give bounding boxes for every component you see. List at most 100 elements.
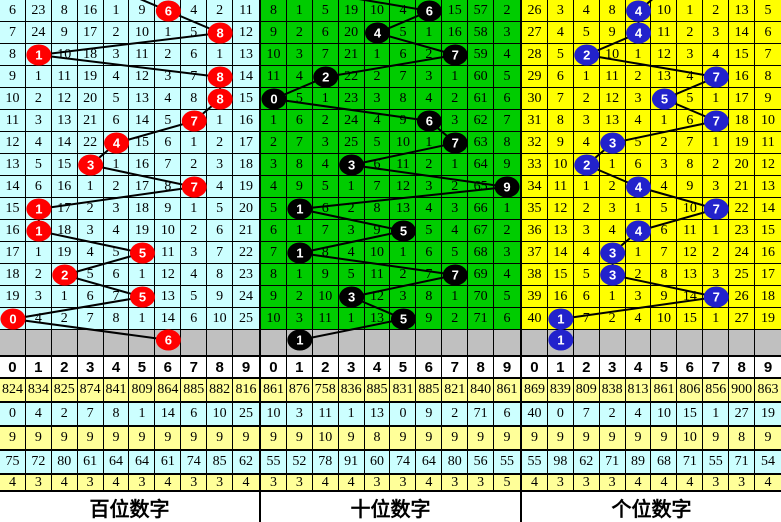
digit-grid: 8 1 5 19 10 4 15 57 2 9 2 6 20 5 1 16 58 3 10 3 7 21 1 6 2 59 4 11 4…: [261, 0, 520, 330]
column-header: 8: [468, 357, 495, 377]
stat-cell: 74: [390, 451, 417, 473]
stat-cell: 54: [761, 454, 776, 469]
miss-cell: 6: [494, 308, 520, 330]
miss-cell: 24: [25, 22, 52, 44]
miss-cell: 7: [155, 154, 182, 176]
miss-cell: 11: [755, 132, 781, 154]
miss-cell: 3: [364, 88, 391, 110]
miss-cell: 9: [261, 22, 287, 44]
pending-cell: [729, 330, 756, 355]
digit-grid: 26 3 4 8 10 1 2 13 5 27 4 5 9 11 2 3 14 6 28 5 10 1 12 3 4 15 7 29 6…: [522, 0, 781, 330]
column-header: 9: [241, 358, 251, 376]
miss-cell: [547, 308, 574, 330]
pending-cell: [677, 330, 704, 355]
miss-cell: 8: [286, 154, 313, 176]
stat-cell: 10: [313, 427, 339, 449]
miss-cell: 2: [312, 110, 339, 132]
stat-cell: 864: [155, 379, 182, 401]
miss-cell: 2: [625, 66, 652, 88]
stat-cell: 9: [468, 427, 495, 449]
miss-cell: 24: [729, 242, 756, 264]
miss-cell: 3: [573, 220, 600, 242]
stat-cell: 758: [313, 379, 339, 401]
miss-cell: [286, 242, 313, 264]
stat-cell: 2: [600, 403, 626, 425]
miss-cell: 27: [729, 308, 756, 330]
miss-cell: 12: [233, 22, 259, 44]
miss-cell: 5: [416, 220, 443, 242]
stat-cell: 52: [287, 451, 313, 473]
miss-cell: 17: [129, 176, 156, 198]
stat-cell: 98: [548, 451, 574, 473]
miss-cell: 10: [51, 44, 78, 66]
miss-cell: [338, 286, 365, 308]
miss-cell: 3: [338, 220, 365, 242]
miss-cell: 15: [51, 154, 78, 176]
miss-cell: [155, 0, 182, 22]
miss-cell: 9: [755, 88, 781, 110]
miss-cell: 12: [390, 176, 417, 198]
miss-cell: 1: [442, 66, 469, 88]
stat-cell: 3: [729, 475, 756, 490]
miss-cell: 3: [312, 132, 339, 154]
column-header: 2: [313, 357, 339, 377]
miss-cell: 2: [703, 242, 730, 264]
miss-cell: 4: [261, 176, 287, 198]
miss-cell: [286, 198, 313, 220]
pending-cell: [390, 330, 417, 355]
stat-cell: 3: [548, 475, 574, 490]
stats-row-1: 824 834 825 874 841 809 864 885 882 816: [0, 379, 259, 403]
miss-cell: 1: [442, 286, 469, 308]
pending-row: [261, 330, 520, 355]
miss-cell: 11: [129, 44, 156, 66]
miss-cell: 6: [755, 22, 781, 44]
stat-cell: 8: [729, 427, 756, 449]
miss-cell: 19: [729, 132, 756, 154]
panel-units: 26 3 4 8 10 1 2 13 5 27 4 5 9 11 2 3 14 6 28 5 10 1 12 3 4 15 7 29 6…: [522, 0, 781, 522]
miss-cell: [703, 198, 730, 220]
miss-cell: 2: [573, 88, 600, 110]
stat-cell: 4: [764, 474, 772, 490]
miss-cell: 4: [625, 308, 652, 330]
stat-cell: 71: [677, 451, 704, 473]
pending-cell: [78, 330, 104, 355]
miss-cell: 8: [755, 66, 781, 88]
miss-cell: 13: [677, 264, 704, 286]
miss-cell: 1: [286, 0, 313, 22]
stat-cell: 9: [574, 427, 600, 449]
miss-cell: [25, 198, 52, 220]
miss-cell: 7: [390, 66, 417, 88]
stat-cell: 19: [761, 406, 776, 421]
miss-cell: 13: [390, 198, 417, 220]
miss-cell: 6: [364, 154, 391, 176]
miss-cell: 1: [703, 132, 730, 154]
stat-cell: 9: [242, 430, 250, 445]
miss-cell: [181, 110, 208, 132]
miss-cell: 4: [207, 176, 234, 198]
miss-cell: 7: [494, 110, 520, 132]
stat-cell: 4: [626, 403, 652, 425]
miss-cell: 1: [181, 198, 208, 220]
stat-cell: 4: [52, 475, 78, 490]
miss-cell: 13: [233, 44, 259, 66]
stat-cell: 834: [26, 379, 52, 401]
miss-cell: 4: [416, 88, 443, 110]
miss-cell: 18: [0, 264, 26, 286]
miss-cell: 5: [625, 132, 652, 154]
miss-cell: 4: [625, 110, 652, 132]
miss-cell: 12: [755, 154, 781, 176]
miss-cell: 14: [0, 176, 26, 198]
stat-cell: 3: [365, 475, 391, 490]
miss-cell: 9: [651, 286, 678, 308]
miss-cell: 58: [468, 22, 495, 44]
miss-cell: 2: [573, 198, 600, 220]
miss-cell: 3: [442, 110, 469, 132]
miss-cell: 9: [51, 22, 78, 44]
column-header: 0: [0, 357, 26, 377]
miss-cell: 5: [755, 0, 781, 22]
stat-cell: 836: [339, 379, 365, 401]
stat-cell: 9: [26, 427, 52, 449]
miss-cell: 13: [51, 110, 78, 132]
